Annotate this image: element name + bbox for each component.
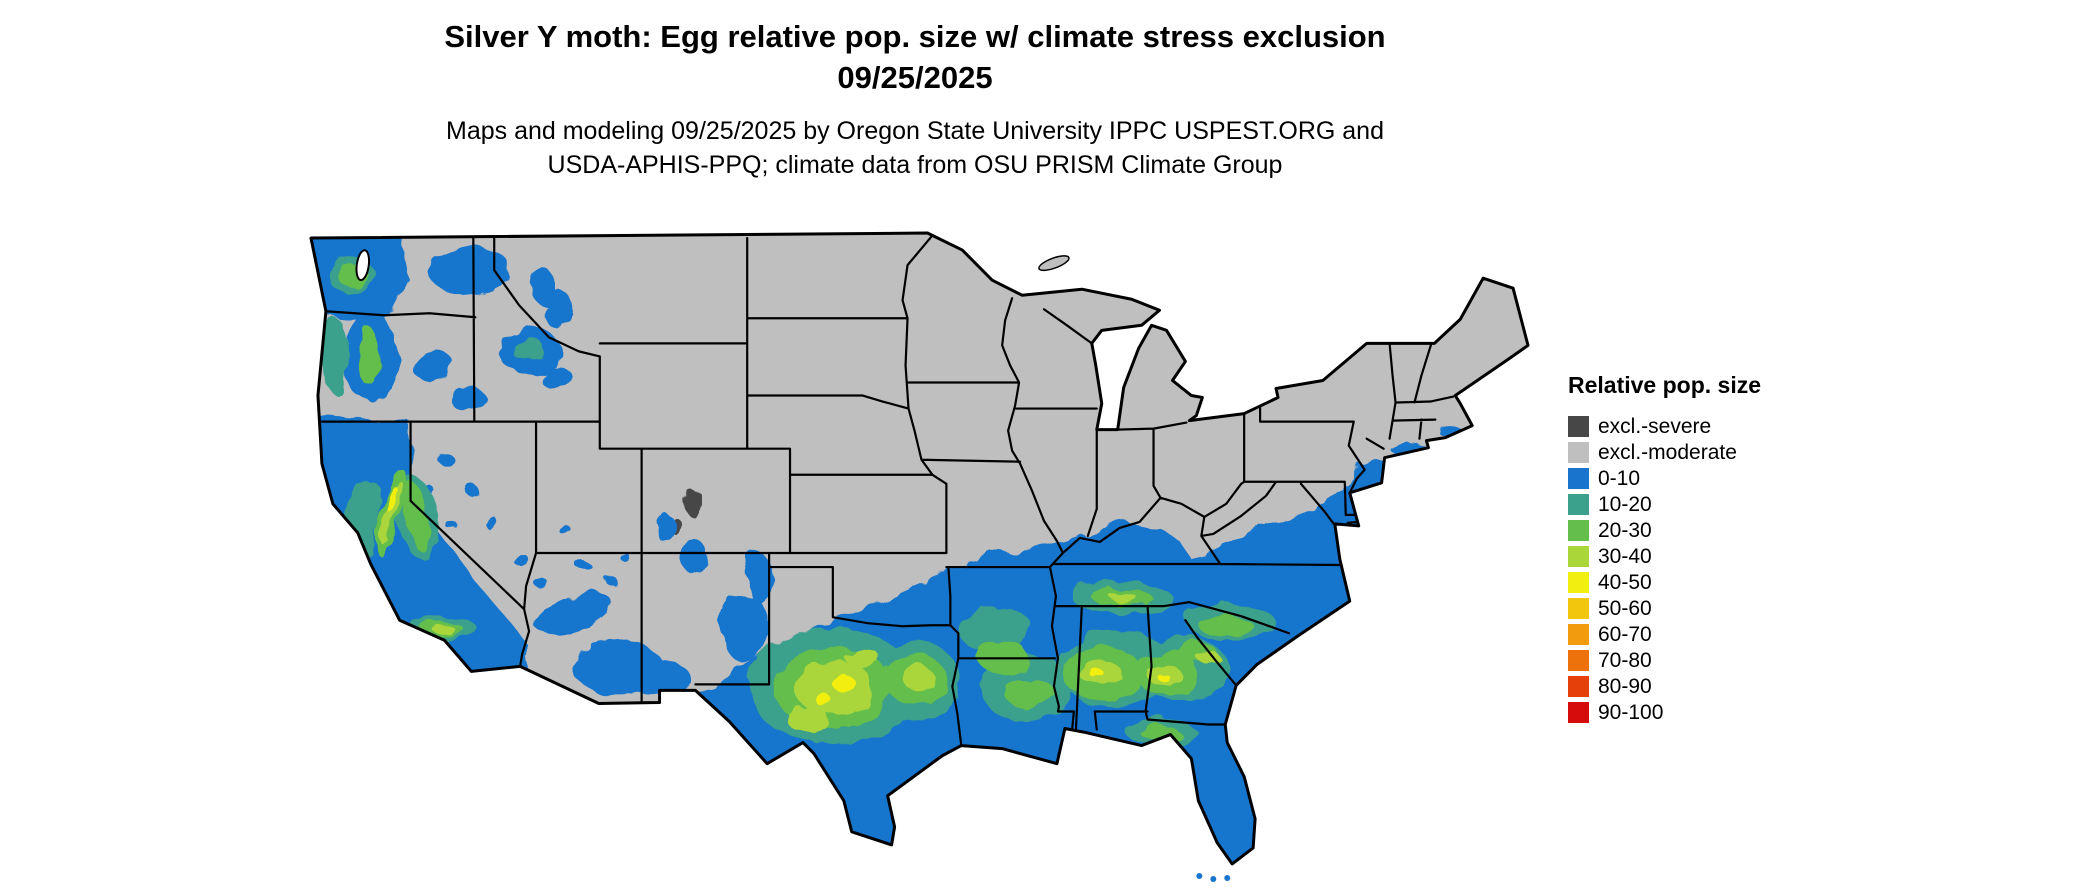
legend-entry: 50-60 — [1568, 595, 1761, 621]
us-map-svg — [309, 231, 1530, 882]
legend-swatch — [1568, 493, 1589, 515]
legend-swatch — [1568, 597, 1589, 619]
legend-entry-label: excl.-moderate — [1598, 440, 1737, 464]
legend-entry-label: 70-80 — [1598, 648, 1652, 672]
legend-entry-label: 0-10 — [1598, 466, 1641, 490]
legend-entry: excl.-moderate — [1568, 439, 1761, 465]
legend-swatch — [1568, 441, 1589, 463]
legend-swatch — [1568, 675, 1589, 697]
map-title-line1: Silver Y moth: Egg relative pop. size w/… — [444, 19, 1386, 54]
legend-entry-label: excl.-severe — [1598, 414, 1712, 438]
map-attribution: Maps and modeling 09/25/2025 by Oregon S… — [250, 114, 1580, 182]
legend-swatch — [1568, 623, 1589, 645]
florida-keys — [1196, 872, 1231, 882]
legend-swatch — [1568, 519, 1589, 541]
map-fill-layers — [310, 233, 1529, 864]
us-outline — [309, 231, 1530, 866]
legend-entry: 20-30 — [1568, 517, 1761, 543]
map-title-date: 09/25/2025 — [837, 60, 993, 95]
legend-entry: 80-90 — [1568, 673, 1761, 699]
puget-sound — [355, 249, 371, 282]
legend-entry: 30-40 — [1568, 543, 1761, 569]
legend-entry-label: 20-30 — [1598, 518, 1652, 542]
legend-entry: 60-70 — [1568, 621, 1761, 647]
legend-entries: excl.-severe excl.-moderate 0-10 10-20 20-30… — [1568, 413, 1761, 725]
legend-entry-label: 90-100 — [1598, 700, 1664, 724]
legend-swatch — [1568, 545, 1589, 567]
legend-title: Relative pop. size — [1568, 372, 1762, 398]
legend: Relative pop. size excl.-severe excl.-mod… — [1568, 372, 1761, 725]
legend-entry-label: 40-50 — [1598, 570, 1652, 594]
legend-entry-label: 80-90 — [1598, 674, 1652, 698]
legend-entry: 10-20 — [1568, 491, 1761, 517]
legend-entry-label: 30-40 — [1598, 544, 1652, 568]
us-map — [305, 225, 1530, 882]
legend-entry-label: 50-60 — [1598, 596, 1652, 620]
legend-swatch — [1568, 415, 1589, 437]
legend-entry: 70-80 — [1568, 647, 1761, 673]
isle-royale — [1038, 255, 1070, 272]
map-population-regions — [310, 233, 1529, 864]
legend-entry: excl.-severe — [1568, 413, 1761, 439]
legend-entry: 40-50 — [1568, 569, 1761, 595]
legend-swatch — [1568, 467, 1589, 489]
title-block: Silver Y moth: Egg relative pop. size w/… — [250, 16, 1580, 182]
legend-swatch — [1568, 571, 1589, 593]
state-borders — [318, 233, 1455, 747]
attribution-line1: Maps and modeling 09/25/2025 by Oregon S… — [446, 117, 1384, 145]
legend-entry-label: 60-70 — [1598, 622, 1652, 646]
legend-entry-label: 10-20 — [1598, 492, 1652, 516]
legend-swatch — [1568, 701, 1589, 723]
legend-entry: 0-10 — [1568, 465, 1761, 491]
attribution-line2: USDA-APHIS-PPQ; climate data from OSU PR… — [547, 151, 1283, 179]
legend-swatch — [1568, 649, 1589, 671]
legend-entry: 90-100 — [1568, 699, 1761, 725]
